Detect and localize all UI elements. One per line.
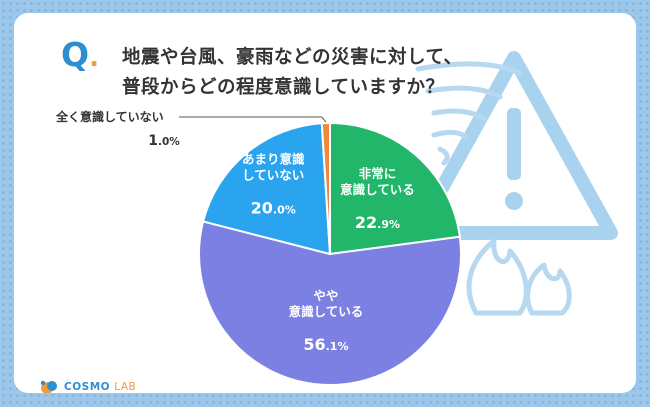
pie-slice bbox=[329, 121, 461, 256]
slice-label: やや bbox=[313, 288, 338, 303]
pie-slice bbox=[201, 122, 332, 256]
question-dot: . bbox=[89, 43, 99, 73]
question-line-1: 地震や台風、豪雨などの災害に対して、 bbox=[122, 47, 463, 68]
slice-label: 全く意識していない bbox=[55, 109, 164, 124]
warning-triangle-icon bbox=[410, 51, 618, 240]
brand-name: COSMO LAB bbox=[64, 381, 136, 393]
slice-label: 意識している bbox=[340, 182, 415, 197]
cosmo-logo-icon bbox=[40, 380, 57, 393]
slice-label: 非常に bbox=[359, 166, 397, 181]
leader-line bbox=[179, 116, 327, 123]
flame-icon bbox=[466, 238, 572, 316]
slice-value: 1.0% bbox=[148, 133, 180, 149]
slice-label: あまり意識 bbox=[242, 151, 305, 166]
brand-lab: LAB bbox=[114, 381, 137, 393]
question-q: Q bbox=[61, 35, 90, 74]
slice-label: 意識している bbox=[289, 304, 364, 319]
content-card: Q. 地震や台風、豪雨などの災害に対して、 普段からどの程度意識していますか？ … bbox=[14, 13, 636, 393]
pie-chart: 非常に意識している22.9%やや意識している56.1%あまり意識していない20.… bbox=[55, 109, 462, 386]
slice-value: 22.9% bbox=[355, 213, 400, 232]
question-line-2: 普段からどの程度意識していますか？ bbox=[122, 77, 445, 98]
slice-value: 20.0% bbox=[251, 198, 296, 217]
brand-logo: COSMO LAB bbox=[38, 379, 136, 393]
slice-label: していない bbox=[242, 167, 304, 182]
question-mark-label: Q. bbox=[61, 38, 99, 71]
brand-cosmo: COSMO bbox=[64, 381, 111, 393]
slice-value: 56.1% bbox=[303, 335, 348, 354]
disaster-decor bbox=[410, 51, 618, 316]
pie-slice bbox=[198, 220, 462, 386]
pie-slice bbox=[320, 121, 331, 255]
question-title: 地震や台風、豪雨などの災害に対して、 普段からどの程度意識していますか？ bbox=[122, 43, 562, 103]
tornado-icon bbox=[415, 61, 523, 166]
